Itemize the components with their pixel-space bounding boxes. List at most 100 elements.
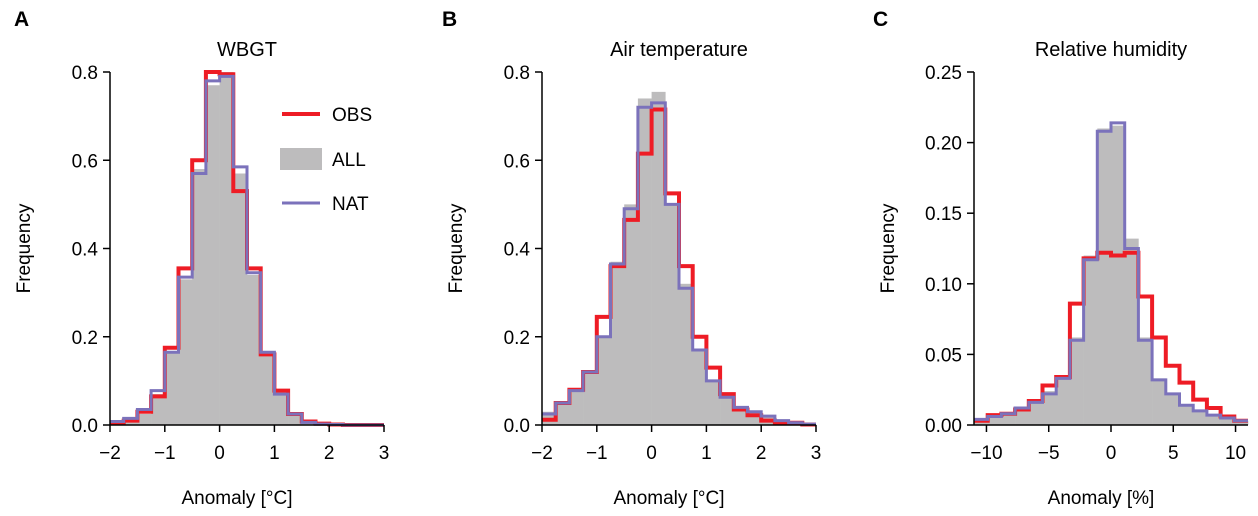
bar-all: [1111, 125, 1125, 425]
y-tick-label: 0.10: [925, 275, 962, 296]
panel-relative-humidity: C Relative humidity −10 −5 0 5 10 0.00 0.05 0.10 0…: [873, 8, 1249, 509]
y-axis-label: Frequency: [14, 203, 35, 293]
x-tick-label: −2: [99, 443, 121, 464]
bar-all: [1152, 378, 1167, 425]
series-all: [974, 125, 1249, 426]
y-tick-label: 0.4: [72, 240, 99, 261]
bar-all: [679, 283, 693, 425]
bar-all: [1124, 238, 1139, 425]
panel-wbgt: A WBGT −2 −1 0 1 2 3 0.0 0.2 0.4 0.6 0.8 Anomaly [°C]…: [14, 8, 389, 509]
y-tick-label: 0.20: [925, 134, 962, 155]
y-tick-label: 0.25: [925, 63, 962, 84]
x-tick-label: 0: [1106, 443, 1117, 464]
bar-all: [720, 396, 735, 425]
bar-all: [1001, 413, 1016, 425]
x-tick-label: −1: [586, 443, 608, 464]
bar-all: [1069, 337, 1084, 425]
bar-all: [1015, 408, 1030, 425]
bar-all: [233, 173, 248, 425]
x-tick-label: 2: [756, 443, 767, 464]
x-tick-label: 1: [269, 443, 280, 464]
y-tick-label: 0.2: [504, 328, 530, 349]
x-tick-label: 3: [379, 443, 390, 464]
x-tick-label: −5: [1038, 443, 1060, 464]
bar-all: [555, 402, 570, 425]
legend-all-label: ALL: [332, 150, 366, 171]
x-axis-label: Anomaly [°C]: [613, 488, 724, 509]
x-tick-label: 10: [1225, 443, 1246, 464]
bar-all: [1220, 417, 1235, 425]
bar-all: [692, 349, 707, 425]
bar-all: [164, 352, 179, 425]
bar-all: [1234, 420, 1249, 425]
bar-all: [583, 372, 598, 425]
y-axis-label: Frequency: [878, 203, 899, 293]
bar-all: [987, 416, 1002, 425]
y-tick-label: 0.6: [72, 151, 98, 172]
y-tick-label: 0.0: [72, 416, 98, 437]
y-tick-label: 0.8: [72, 63, 98, 84]
bar-all: [1097, 128, 1112, 426]
x-tick-label: 5: [1168, 443, 1179, 464]
bar-all: [247, 274, 261, 425]
bar-all: [1206, 415, 1221, 425]
bar-all: [288, 413, 303, 425]
panel-title: WBGT: [217, 39, 277, 61]
x-tick-label: 3: [811, 443, 822, 464]
bar-all: [651, 91, 666, 425]
series-all: [110, 72, 344, 426]
y-tick-label: 0.8: [504, 63, 530, 84]
bar-all: [596, 336, 611, 425]
panel-title: Relative humidity: [1035, 39, 1187, 61]
x-tick-label: 0: [646, 443, 657, 464]
legend-obs-label: OBS: [332, 105, 372, 126]
y-tick-label: 0.15: [925, 204, 962, 225]
y-tick-label: 0.2: [72, 328, 98, 349]
x-tick-label: 2: [324, 443, 335, 464]
x-tick-label: 1: [701, 443, 712, 464]
y-tick-label: 0.0: [504, 416, 530, 437]
bar-all: [274, 391, 289, 425]
x-tick-label: 0: [214, 443, 225, 464]
legend-nat-label: NAT: [332, 194, 369, 215]
panel-air-temperature: B Air temperature −2 −1 0 1 2 3 0.0 0.2 0.4 0.6 0.8 A…: [442, 8, 821, 509]
panel-title: Air temperature: [610, 39, 748, 61]
bar-all: [733, 407, 748, 425]
panel-letter: C: [873, 8, 888, 31]
bar-all: [569, 389, 584, 425]
x-axis-label: Anomaly [°C]: [181, 488, 292, 509]
bar-all: [1165, 393, 1180, 425]
x-tick-label: −10: [970, 443, 1002, 464]
series-all: [542, 91, 817, 425]
x-axis-label: Anomaly [%]: [1048, 488, 1155, 509]
bar-all: [1193, 410, 1208, 425]
y-tick-label: 0.6: [504, 151, 530, 172]
bar-all: [1179, 405, 1194, 425]
legend-all-swatch: [280, 148, 322, 170]
series-nat-line: [974, 121, 1248, 423]
panel-letter: B: [442, 8, 457, 31]
bar-all: [706, 380, 721, 425]
y-tick-label: 0.4: [504, 240, 531, 261]
bar-all: [610, 261, 625, 425]
bar-all: [637, 98, 652, 425]
panel-letter: A: [14, 8, 29, 31]
bar-all: [151, 394, 166, 425]
bar-all: [1042, 391, 1057, 425]
series-nat-line: [542, 101, 816, 426]
y-tick-label: 0.05: [925, 345, 962, 366]
bar-all: [1056, 375, 1071, 425]
bar-all: [665, 204, 680, 425]
x-tick-label: −2: [531, 443, 553, 464]
x-tick-label: −1: [154, 443, 176, 464]
bar-all: [178, 279, 193, 425]
bar-all: [260, 354, 275, 425]
bar-all: [1138, 337, 1153, 425]
legend: OBS ALL NAT: [280, 105, 372, 215]
bar-all: [624, 204, 639, 425]
bar-all: [137, 413, 152, 425]
bar-all: [123, 420, 138, 425]
bar-all: [192, 169, 207, 425]
bar-all: [219, 72, 234, 425]
